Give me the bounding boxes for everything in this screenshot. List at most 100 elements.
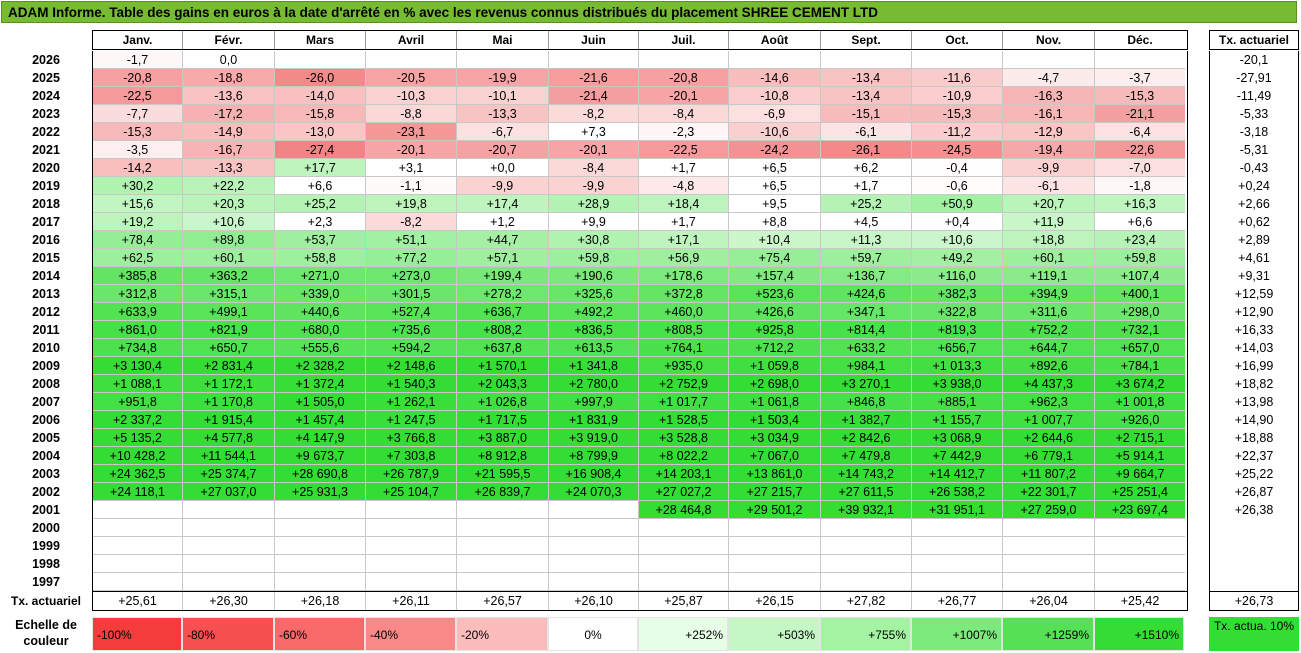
gain-cell: +57,1 <box>457 249 549 267</box>
gain-cell <box>366 51 457 69</box>
gain-cell: +1,7 <box>639 213 729 231</box>
gain-cell: +3 887,0 <box>457 429 549 447</box>
gain-cell: -24,5 <box>912 141 1003 159</box>
gain-cell <box>549 573 639 591</box>
gain-cell: +30,2 <box>93 177 183 195</box>
color-scale-swatch: +1510% <box>1094 617 1184 651</box>
gain-cell: +13 861,0 <box>729 465 821 483</box>
gain-cell: +22 301,7 <box>1003 483 1095 501</box>
month-header-row: Janv. Févr. Mars Avril Mai Juin Juil. Août Sept.… <box>92 30 1188 50</box>
actuarial-rate-cell: +4,61 <box>1238 251 1270 265</box>
table-row: -15,3 -14,9 -13,0 -23,1 -6,7 +7,3 -2,3 -10,6 -6,… <box>93 123 1187 141</box>
report-title: ADAM Informe. Table des gains en euros à… <box>1 1 1297 23</box>
gain-cell: +0,0 <box>457 159 549 177</box>
gain-cell: 0,0 <box>183 51 275 69</box>
gain-cell: +25,2 <box>821 195 912 213</box>
gain-cell: +997,9 <box>549 393 639 411</box>
gain-cell: +26 538,2 <box>912 483 1003 501</box>
gain-cell: +1 172,1 <box>183 375 275 393</box>
color-scale-swatch: +1259% <box>1002 617 1094 651</box>
gain-cell: +962,3 <box>1003 393 1095 411</box>
total-cell: +26,11 <box>366 592 457 610</box>
year-label: 2015 <box>32 251 60 265</box>
gain-cell <box>93 537 183 555</box>
actuarial-rate-cell: +18,82 <box>1234 377 1274 391</box>
gain-cell: +9 664,7 <box>1095 465 1185 483</box>
gain-cell: -20,8 <box>639 69 729 87</box>
gain-cell <box>1003 51 1095 69</box>
gain-cell: +2 148,6 <box>366 357 457 375</box>
gain-cell: -16,1 <box>1003 105 1095 123</box>
gain-cell <box>275 537 366 555</box>
gain-cell: +633,9 <box>93 303 183 321</box>
year-label: 2018 <box>32 197 60 211</box>
gain-cell: +2 328,2 <box>275 357 366 375</box>
gain-cell: -21,4 <box>549 87 639 105</box>
gain-cell: +3 766,8 <box>366 429 457 447</box>
gain-cell: +298,0 <box>1095 303 1185 321</box>
year-label: 2010 <box>32 341 60 355</box>
gain-cell: +3 528,8 <box>639 429 729 447</box>
actuarial-rate-cell: +22,37 <box>1234 449 1274 463</box>
gain-cell: +951,8 <box>93 393 183 411</box>
gain-cell: +846,8 <box>821 393 912 411</box>
table-row: +24 362,5 +25 374,7 +28 690,8 +26 787,9 +21 … <box>93 465 1187 483</box>
gain-cell: +0,4 <box>912 213 1003 231</box>
gain-cell <box>912 51 1003 69</box>
table-row <box>93 537 1187 555</box>
gain-cell: -6,4 <box>1095 123 1185 141</box>
actuarial-rate-cell: +0,62 <box>1238 215 1270 229</box>
gain-cell: -1,8 <box>1095 177 1185 195</box>
gain-cell <box>549 501 639 519</box>
gain-cell: +322,8 <box>912 303 1003 321</box>
actuarial-rate-cell: +16,33 <box>1234 323 1274 337</box>
gain-cell: +1 007,7 <box>1003 411 1095 429</box>
grand-total: +26,73 <box>1209 591 1299 611</box>
gain-cell: +2 780,0 <box>549 375 639 393</box>
gain-cell <box>1095 573 1185 591</box>
gain-cell: -9,9 <box>457 177 549 195</box>
gain-cell <box>457 501 549 519</box>
gain-cell: -15,3 <box>1095 87 1185 105</box>
gain-cell: -15,3 <box>93 123 183 141</box>
gain-cell <box>275 519 366 537</box>
gain-cell: +16,3 <box>1095 195 1185 213</box>
gain-cell: +935,0 <box>639 357 729 375</box>
gain-cell: +5 914,1 <box>1095 447 1185 465</box>
table-row: +312,8 +315,1 +339,0 +301,5 +278,2 +325,6 +372… <box>93 285 1187 303</box>
gain-cell <box>183 519 275 537</box>
gain-cell: +426,6 <box>729 303 821 321</box>
gain-cell: +312,8 <box>93 285 183 303</box>
gain-cell: +271,0 <box>275 267 366 285</box>
actuarial-rate-cell: -0,43 <box>1239 161 1269 175</box>
actuarial-rate-cell: +2,66 <box>1238 197 1270 211</box>
gain-cell: -19,9 <box>457 69 549 87</box>
gain-cell: +273,0 <box>366 267 457 285</box>
gain-cell: +347,1 <box>821 303 912 321</box>
month-header-juil: Juil. <box>639 31 729 49</box>
gain-cell: -0,4 <box>912 159 1003 177</box>
gain-cell: +89,8 <box>183 231 275 249</box>
gain-cell: +25,2 <box>275 195 366 213</box>
gain-cell: +10,6 <box>183 213 275 231</box>
gain-cell: -1,1 <box>366 177 457 195</box>
gain-cell: +1,7 <box>639 159 729 177</box>
gain-cell: +4 577,8 <box>183 429 275 447</box>
gain-cell: +2 752,9 <box>639 375 729 393</box>
gain-cell: -8,4 <box>639 105 729 123</box>
gain-cell <box>275 555 366 573</box>
gain-cell: +6 779,1 <box>1003 447 1095 465</box>
gain-cell <box>93 519 183 537</box>
total-cell: +26,77 <box>912 592 1003 610</box>
gain-cell: +633,2 <box>821 339 912 357</box>
table-row: +19,2 +10,6 +2,3 -8,2 +1,2 +9,9 +1,7 +8,8 +4,5 +0… <box>93 213 1187 231</box>
gain-cell: +4 147,9 <box>275 429 366 447</box>
gain-cell: +8 799,9 <box>549 447 639 465</box>
gain-cell: +1 155,7 <box>912 411 1003 429</box>
gain-cell: -4,8 <box>639 177 729 195</box>
gain-cell: +732,1 <box>1095 321 1185 339</box>
gain-cell: +39 932,1 <box>821 501 912 519</box>
year-label: 2023 <box>32 107 60 121</box>
year-label: 2019 <box>32 179 60 193</box>
table-row: -3,5 -16,7 -27,4 -20,1 -20,7 -20,1 -22,5 -24,2-… <box>93 141 1187 159</box>
